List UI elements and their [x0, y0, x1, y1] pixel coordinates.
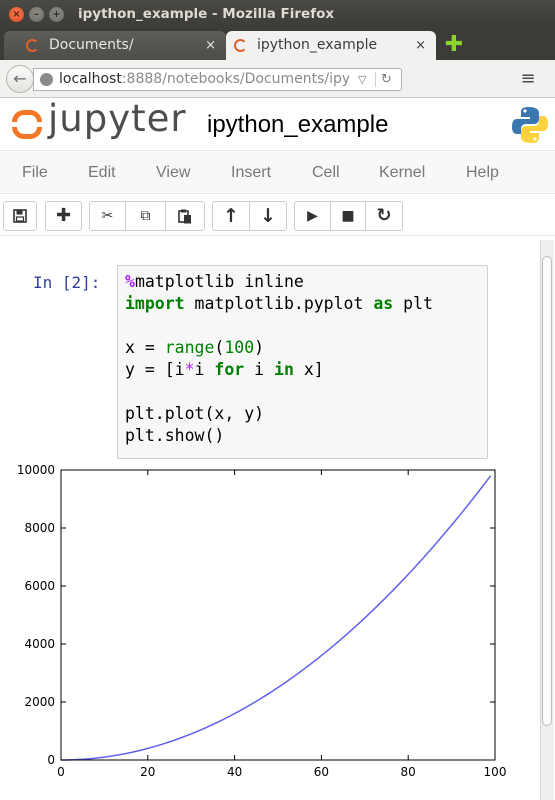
url-text: localhost:8888/notebooks/Documents/ipy	[59, 71, 349, 87]
interrupt-button[interactable]: ■	[330, 201, 366, 231]
tab-ipython-example[interactable]: ipython_example ×	[226, 31, 436, 60]
jupyter-logo-icon[interactable]	[12, 107, 42, 141]
history-dropdown-icon[interactable]: ▽	[358, 73, 367, 86]
tab-label: Documents/	[49, 37, 134, 53]
tab-documents[interactable]: Documents/ ×	[4, 31, 226, 60]
save-button[interactable]	[3, 201, 37, 231]
code-line: y = [i*i for i in x]	[125, 360, 324, 379]
move-up-button[interactable]: ↑	[212, 201, 250, 231]
floppy-icon	[13, 209, 27, 223]
restart-kernel-button[interactable]: ↻	[365, 201, 403, 231]
notebook-toolbar: ✚ ✂ ⧉ ↑ ↓ ▶ ■ ↻	[0, 194, 555, 236]
copy-button[interactable]: ⧉	[125, 201, 166, 231]
y-tick-label: 8000	[24, 521, 55, 535]
y-tick-label: 4000	[24, 637, 55, 651]
window-minimize-button[interactable]: –	[29, 7, 44, 22]
plot-output: 0 2000 4000 6000 8000 10000 0 20 40 60 80 100	[17, 463, 507, 779]
plot-frame	[60, 469, 496, 761]
menu-help[interactable]: Help	[466, 164, 499, 181]
x-tick-label: 20	[140, 765, 155, 779]
menu-cell[interactable]: Cell	[312, 164, 340, 181]
window-close-button[interactable]: ×	[9, 7, 24, 22]
paste-button[interactable]	[165, 201, 205, 231]
cut-button[interactable]: ✂	[89, 201, 126, 231]
back-button[interactable]: ←	[6, 65, 34, 93]
menu-edit[interactable]: Edit	[88, 164, 116, 181]
notebook-name[interactable]: ipython_example	[207, 111, 389, 138]
tab-label: ipython_example	[257, 37, 378, 53]
code-line: %matplotlib inline	[125, 272, 304, 291]
paste-icon	[178, 209, 191, 224]
move-down-button[interactable]: ↓	[249, 201, 287, 231]
window-title: ipython_example - Mozilla Firefox	[78, 6, 335, 22]
url-bar[interactable]: localhost:8888/notebooks/Documents/ipy ▽…	[33, 68, 402, 91]
input-prompt: In [2]:	[33, 273, 101, 292]
jupyter-header: jupyter ipython_example	[0, 97, 555, 151]
code-cell-editor[interactable]: %matplotlib inline import matplotlib.pyp…	[117, 265, 488, 459]
code-line: import matplotlib.pyplot as plt	[125, 294, 433, 313]
menu-file[interactable]: File	[22, 164, 48, 181]
menu-insert[interactable]: Insert	[231, 164, 272, 181]
y-tick-label: 2000	[24, 695, 55, 709]
tab-close-icon[interactable]: ×	[205, 38, 216, 53]
menu-view[interactable]: View	[156, 164, 191, 181]
insert-cell-button[interactable]: ✚	[45, 201, 82, 231]
globe-icon	[40, 73, 53, 86]
url-separator	[375, 72, 376, 87]
hamburger-menu-icon[interactable]: ≡	[520, 68, 536, 89]
scrollbar-thumb[interactable]	[542, 256, 552, 726]
x-tick-label: 0	[57, 765, 65, 779]
reload-icon[interactable]: ↻	[381, 72, 392, 87]
x-tick-label: 60	[314, 765, 329, 779]
series-line	[60, 475, 492, 761]
new-tab-button[interactable]: ✚	[444, 32, 464, 57]
tab-strip: Documents/ × ipython_example × ✚	[0, 29, 555, 60]
menu-kernel[interactable]: Kernel	[379, 164, 426, 181]
firefox-icon	[26, 39, 39, 52]
x-tick-label: 100	[484, 765, 507, 779]
y-tick-label: 10000	[17, 463, 55, 477]
navigation-bar: localhost:8888/notebooks/Documents/ipy ▽…	[0, 60, 555, 98]
firefox-icon	[234, 39, 247, 52]
python-logo-icon	[512, 107, 548, 143]
notebook-menubar: File Edit View Insert Cell Kernel Help	[0, 151, 555, 194]
code-line: x = range(100)	[125, 338, 265, 357]
code-line: plt.plot(x, y)	[125, 404, 265, 423]
tab-close-icon[interactable]: ×	[415, 38, 426, 53]
code-line: plt.show()	[125, 426, 225, 445]
window-titlebar: × – + ipython_example - Mozilla Firefox	[0, 0, 555, 29]
jupyter-wordmark[interactable]: jupyter	[48, 97, 187, 140]
x-tick-label: 80	[401, 765, 416, 779]
x-tick-label: 40	[227, 765, 242, 779]
y-tick-label: 6000	[24, 579, 55, 593]
window-maximize-button[interactable]: +	[49, 7, 64, 22]
run-button[interactable]: ▶	[294, 201, 331, 231]
y-tick-label: 0	[47, 753, 55, 767]
